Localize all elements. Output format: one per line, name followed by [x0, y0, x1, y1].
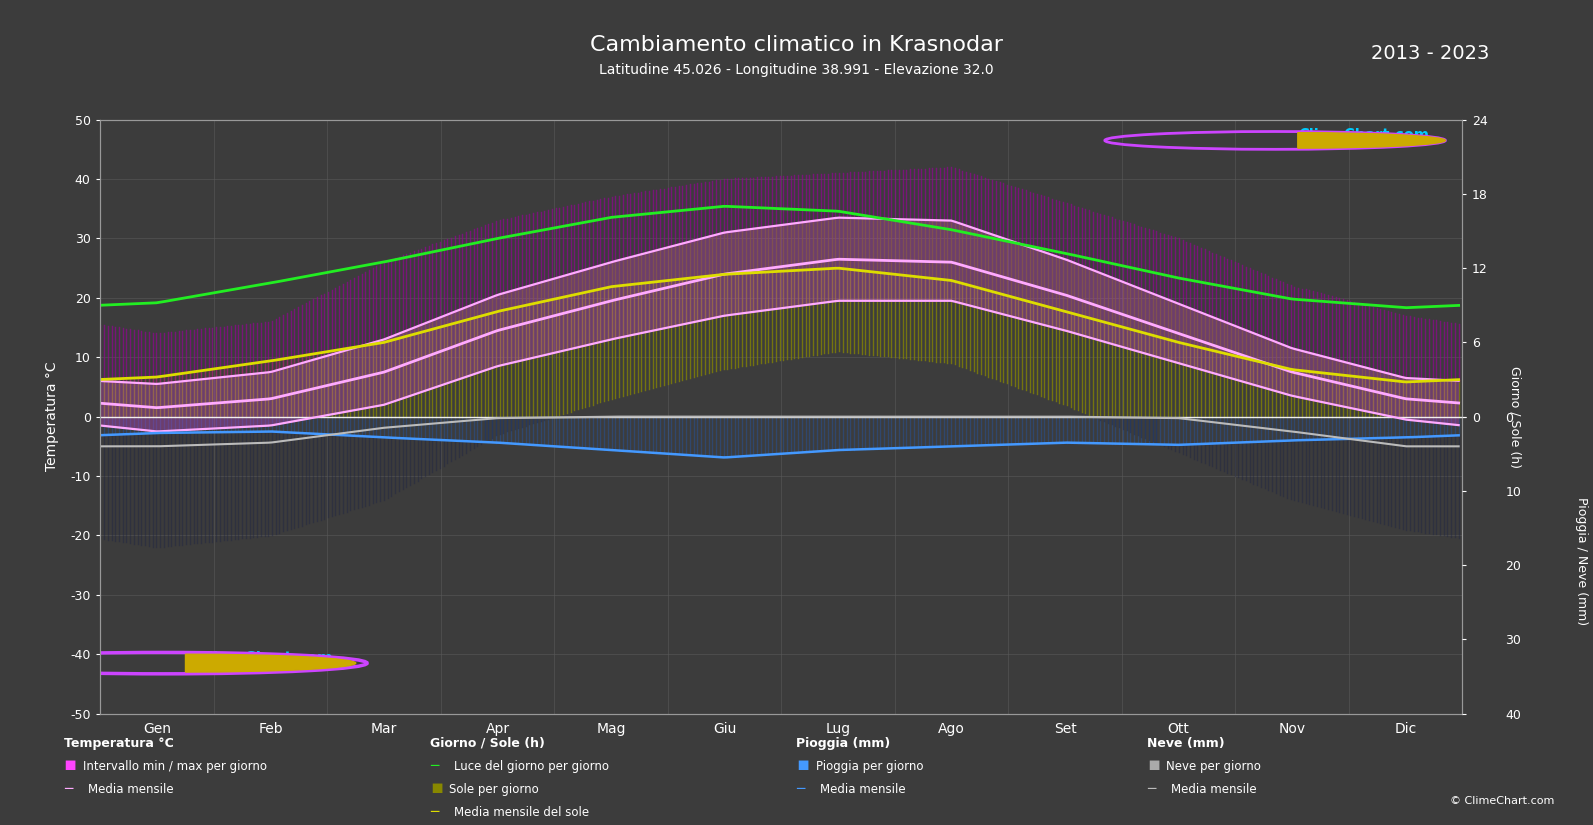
Text: ▪: ▪ [1147, 755, 1160, 774]
Y-axis label: Temperatura °C: Temperatura °C [45, 362, 59, 471]
Text: Latitudine 45.026 - Longitudine 38.991 - Elevazione 32.0: Latitudine 45.026 - Longitudine 38.991 -… [599, 64, 994, 77]
Text: Media mensile: Media mensile [1171, 783, 1257, 796]
Text: ─: ─ [1147, 782, 1155, 796]
Text: ▪: ▪ [64, 755, 76, 774]
Text: © ClimeChart.com: © ClimeChart.com [1450, 796, 1555, 806]
Text: Neve (mm): Neve (mm) [1147, 737, 1225, 750]
Text: ─: ─ [430, 805, 438, 819]
Wedge shape [185, 654, 355, 672]
Text: Cambiamento climatico in Krasnodar: Cambiamento climatico in Krasnodar [589, 35, 1004, 55]
Text: ▪: ▪ [796, 755, 809, 774]
Text: ClimeChart.com: ClimeChart.com [198, 651, 333, 666]
Text: ClimeChart.com: ClimeChart.com [1298, 129, 1429, 144]
Text: Sole per giorno: Sole per giorno [449, 783, 538, 796]
Text: Pioggia (mm): Pioggia (mm) [796, 737, 890, 750]
Text: ─: ─ [796, 782, 804, 796]
Y-axis label: Giorno / Sole (h): Giorno / Sole (h) [1509, 365, 1521, 468]
Text: Luce del giorno per giorno: Luce del giorno per giorno [454, 760, 609, 773]
Text: 2013 - 2023: 2013 - 2023 [1372, 44, 1489, 64]
Text: Temperatura °C: Temperatura °C [64, 737, 174, 750]
Text: Pioggia per giorno: Pioggia per giorno [816, 760, 922, 773]
Wedge shape [1298, 133, 1445, 148]
Text: Pioggia / Neve (mm): Pioggia / Neve (mm) [1575, 497, 1588, 625]
Text: Giorno / Sole (h): Giorno / Sole (h) [430, 737, 545, 750]
Text: Media mensile del sole: Media mensile del sole [454, 806, 589, 819]
Text: ─: ─ [64, 782, 72, 796]
Text: Media mensile: Media mensile [820, 783, 906, 796]
Text: ─: ─ [430, 759, 438, 773]
Text: Neve per giorno: Neve per giorno [1166, 760, 1262, 773]
Text: ▪: ▪ [430, 778, 443, 797]
Text: Intervallo min / max per giorno: Intervallo min / max per giorno [83, 760, 268, 773]
Text: Media mensile: Media mensile [88, 783, 174, 796]
